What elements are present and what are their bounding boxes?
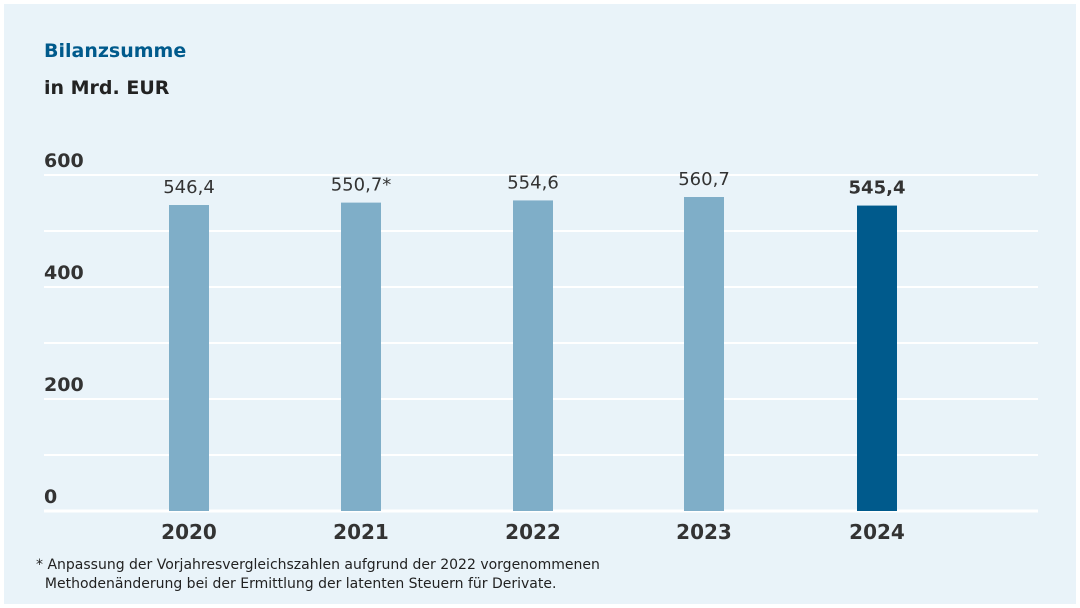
data-label: 546,4 bbox=[163, 177, 215, 198]
footnote-line-1: * Anpassung der Vorjahresvergleichszahle… bbox=[36, 557, 600, 573]
data-label: 550,7* bbox=[331, 175, 392, 196]
data-label: 554,6 bbox=[507, 172, 559, 193]
chart-subtitle: in Mrd. EUR bbox=[44, 77, 170, 99]
x-tick-label: 2023 bbox=[676, 520, 732, 544]
y-tick-label: 400 bbox=[44, 262, 84, 284]
x-tick-label: 2020 bbox=[161, 520, 217, 544]
footnote: * Anpassung der Vorjahresvergleichszahle… bbox=[36, 556, 600, 594]
data-label: 545,4 bbox=[849, 178, 906, 199]
chart-title: Bilanzsumme bbox=[44, 40, 187, 62]
bar bbox=[857, 205, 897, 512]
bar bbox=[341, 202, 381, 511]
x-tick-label: 2024 bbox=[849, 520, 905, 544]
bar bbox=[169, 205, 209, 512]
footnote-line-2: Methodenänderung bei der Ermittlung der … bbox=[36, 576, 557, 592]
y-tick-label: 600 bbox=[44, 150, 84, 172]
x-tick-label: 2021 bbox=[333, 520, 389, 544]
bar bbox=[513, 200, 553, 511]
data-label: 560,7 bbox=[678, 169, 730, 190]
x-tick-label: 2022 bbox=[505, 520, 561, 544]
y-tick-label: 200 bbox=[44, 374, 84, 396]
y-tick-label: 0 bbox=[44, 486, 57, 508]
bar bbox=[684, 197, 724, 511]
